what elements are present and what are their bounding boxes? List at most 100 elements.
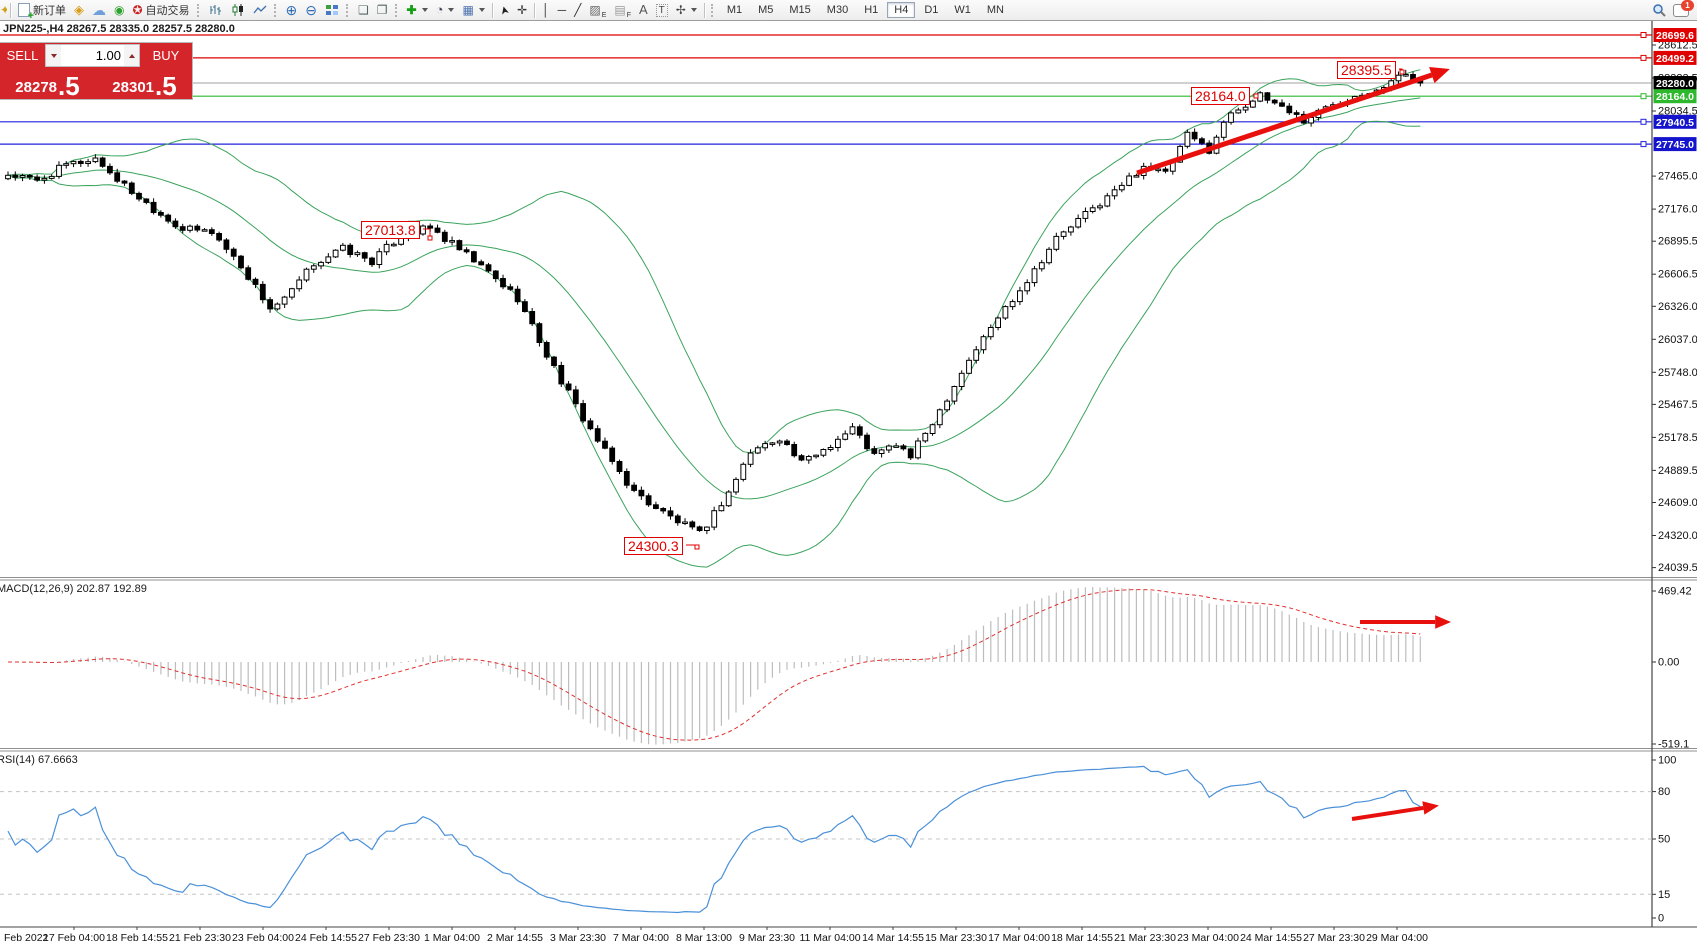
price-axis[interactable]: 28612.528323.528034.527465.027176.026895…: [1652, 28, 1697, 925]
line-chart-button[interactable]: [249, 1, 271, 19]
bar-chart-button[interactable]: [205, 1, 227, 19]
horizontal-line-icon: ─: [557, 3, 567, 17]
fibonacci-tool[interactable]: ▤ F: [610, 1, 635, 19]
timeframe-bar: M1 M5 M15 M30 H1 H4 D1 W1 MN: [719, 2, 1012, 18]
price-annotation-27013.8[interactable]: 27013.8: [361, 221, 420, 239]
text-tool[interactable]: A: [635, 1, 652, 19]
timeframe-w1[interactable]: W1: [954, 4, 971, 16]
time-tick-label: 1 Mar 04:00: [424, 932, 480, 944]
crosshair-tool-button[interactable]: ✛: [513, 1, 531, 19]
rsi-axis-label: 50: [1658, 834, 1670, 846]
timeframe-d1[interactable]: D1: [924, 4, 939, 16]
market-watch-button[interactable]: ◈: [70, 1, 88, 19]
price-annotation-28164.0[interactable]: 28164.0: [1191, 87, 1250, 105]
trend-arrow-line[interactable]: [1351, 805, 1424, 821]
new-order-label: 新订单: [33, 5, 66, 17]
fibonacci-icon: ▤: [614, 3, 626, 17]
line-handle[interactable]: [1640, 32, 1647, 38]
line-handle[interactable]: [1640, 141, 1647, 148]
timeframe-m1[interactable]: M1: [726, 4, 743, 16]
volume-decrease-button[interactable]: [46, 45, 61, 66]
templates-button[interactable]: ▦: [458, 1, 488, 19]
track-chart-button[interactable]: ❐: [373, 1, 392, 19]
volume-increase-button[interactable]: [124, 45, 139, 66]
notifications-button[interactable]: 1: [1673, 0, 1694, 17]
search-icon[interactable]: [1652, 3, 1667, 18]
timeframe-mn[interactable]: MN: [986, 4, 1004, 16]
price-annotation-28395.5[interactable]: 28395.5: [1337, 61, 1396, 79]
channel-tool[interactable]: ▨ E: [585, 1, 610, 19]
autotrade-button[interactable]: ✪ 自动交易: [128, 1, 193, 19]
candles: [5, 69, 1424, 535]
clipped-toolbar-icon[interactable]: ✦: [0, 3, 7, 17]
price-annotation-24300.3[interactable]: 24300.3: [624, 537, 683, 555]
time-tick-label: 14 Mar 14:55: [862, 932, 924, 944]
signal-icon: ◉: [114, 3, 125, 17]
time-tick-label: 9 Mar 23:30: [739, 932, 795, 944]
timeframe-m30[interactable]: M30: [826, 4, 849, 16]
periods-button[interactable]: ◔: [432, 1, 459, 19]
timeframe-m5[interactable]: M5: [758, 4, 774, 16]
tile-windows-button[interactable]: [321, 1, 343, 19]
tile-icon: ❐: [376, 3, 388, 17]
rsi-axis-label: 80: [1658, 786, 1670, 798]
time-tick-label: 8 Mar 13:00: [676, 932, 732, 944]
line-handle[interactable]: [1640, 54, 1647, 61]
time-tick-label: 11 Mar 04:00: [799, 932, 860, 944]
line-handle[interactable]: [1640, 118, 1647, 125]
main-chart-pane[interactable]: [0, 34, 1652, 568]
text-label-tool[interactable]: T: [652, 1, 672, 19]
time-tick-label: 21 Mar 23:30: [1114, 932, 1176, 944]
sell-button[interactable]: SELL: [6, 48, 39, 63]
macd-pane[interactable]: [8, 587, 1421, 745]
tile-windows-icon: [326, 5, 339, 15]
up-arrow-icon: [128, 53, 135, 58]
price-tick-label: 27465.0: [1658, 171, 1697, 183]
trend-arrow-head: [1435, 615, 1451, 629]
rsi-indicator-label: RSI(14) 67.6663: [0, 754, 78, 766]
signals-button[interactable]: ◉: [110, 1, 128, 19]
annotation-handle[interactable]: [1253, 93, 1259, 99]
timeframe-h1[interactable]: H1: [864, 4, 879, 16]
trendline-icon: ╱: [574, 3, 582, 17]
arrows-tool[interactable]: ✢: [672, 1, 701, 19]
bar-chart-icon: [210, 5, 221, 15]
cursor-tool-button[interactable]: ➤: [496, 1, 513, 19]
toolbar-grip: [273, 3, 279, 17]
zoom-in-button[interactable]: ⊕: [282, 1, 302, 19]
indicators-button[interactable]: ✚: [403, 1, 432, 19]
bollinger-lower: [7, 120, 1421, 568]
annotation-handle[interactable]: [1399, 69, 1405, 75]
auto-arrange-button[interactable]: ❏: [354, 1, 373, 19]
annotation-handle[interactable]: [694, 544, 700, 550]
annotation-connector: [423, 228, 431, 238]
price-tick-label: 26606.5: [1658, 269, 1697, 281]
price-tick-label: 25178.5: [1658, 432, 1697, 444]
crosshair-icon: ✛: [517, 3, 528, 17]
market-watch-icon: ◈: [74, 2, 84, 17]
autotrade-icon: ✪: [132, 3, 143, 17]
volume-input[interactable]: [61, 45, 124, 66]
trendline-tool[interactable]: ╱: [570, 1, 585, 19]
vertical-line-tool[interactable]: │: [538, 1, 554, 19]
time-tick-label: 17 Feb 04:00: [43, 932, 105, 944]
data-window-button[interactable]: ☁: [88, 1, 110, 19]
chart-symbol-title: JPN225-,H4 28267.5 28335.0 28257.5 28280…: [3, 23, 235, 35]
horizontal-line-tool[interactable]: ─: [554, 1, 571, 19]
buy-price[interactable]: 28301.5: [97, 68, 192, 99]
annotation-handle[interactable]: [427, 235, 433, 241]
new-order-button[interactable]: 新订单: [14, 1, 70, 22]
line-handle[interactable]: [1640, 93, 1647, 100]
trend-arrow-line[interactable]: [1136, 72, 1433, 176]
timeframe-m15[interactable]: M15: [789, 4, 811, 16]
sell-price[interactable]: 28278.5: [0, 68, 95, 99]
sell-price-main: 28278: [15, 79, 58, 96]
zoom-out-button[interactable]: ⊖: [301, 1, 321, 19]
timeframe-h4[interactable]: H4: [887, 2, 916, 18]
candlestick-chart-button[interactable]: [227, 1, 249, 19]
buy-button[interactable]: BUY: [152, 48, 180, 63]
line-chart-icon: [253, 5, 267, 14]
rsi-line: [7, 765, 1421, 914]
